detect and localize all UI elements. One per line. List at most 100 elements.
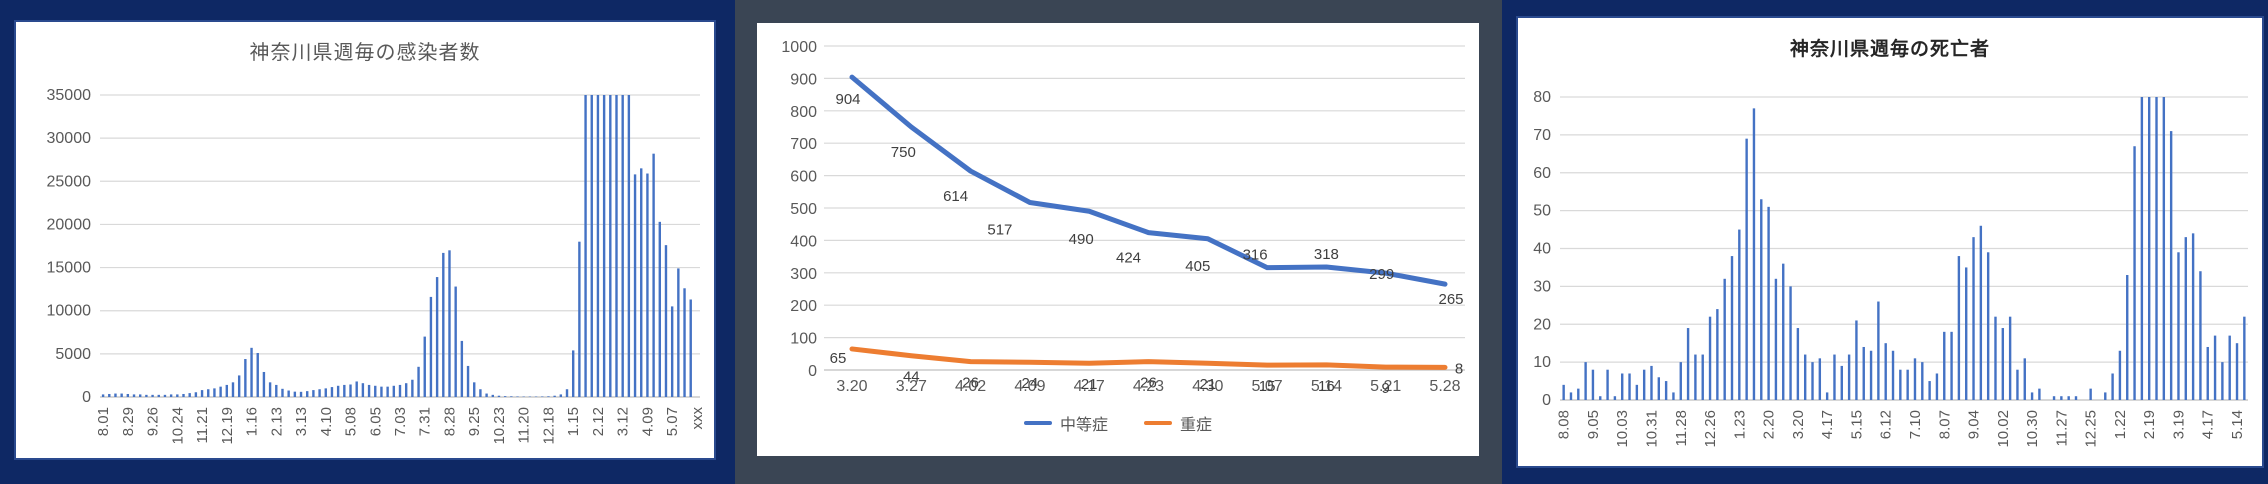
- svg-text:7.31: 7.31: [417, 407, 434, 436]
- svg-text:4.17: 4.17: [2200, 410, 2217, 439]
- svg-text:10.23: 10.23: [491, 407, 508, 445]
- deaths-chart-panel: 神奈川県週毎の死亡者 0 10 20 30 40 50 60 70 80 8.08 9.05 10.0…: [1518, 18, 2262, 466]
- svg-text:405: 405: [1185, 258, 1210, 275]
- svg-text:3.12: 3.12: [615, 407, 632, 436]
- svg-text:30000: 30000: [47, 130, 92, 147]
- deaths-bar-chart: 0 10 20 30 40 50 60 70 80 8.08 9.05 10.03 10.31 11.28…: [1533, 89, 2248, 448]
- svg-text:800: 800: [790, 104, 817, 121]
- svg-text:6.12: 6.12: [1878, 410, 1895, 439]
- svg-text:9: 9: [1382, 380, 1390, 397]
- svg-text:26: 26: [1140, 375, 1157, 392]
- svg-text:7.10: 7.10: [1907, 410, 1924, 439]
- svg-text:10.02: 10.02: [1995, 410, 2012, 448]
- svg-text:0: 0: [1542, 392, 1551, 409]
- svg-text:1000: 1000: [781, 39, 817, 56]
- svg-text:11.28: 11.28: [1673, 410, 1690, 446]
- svg-text:3.27: 3.27: [896, 378, 927, 395]
- svg-text:400: 400: [790, 233, 817, 250]
- svg-text:40: 40: [1533, 241, 1551, 258]
- svg-text:490: 490: [1069, 231, 1094, 248]
- svg-text:6.05: 6.05: [367, 407, 384, 436]
- severity-chart-area: 0 100 200 300 400 500 600 700 800 900 1000 3.20 3.27…: [757, 23, 1479, 456]
- svg-text:1.15: 1.15: [565, 407, 582, 436]
- svg-text:5.08: 5.08: [343, 407, 360, 436]
- svg-text:3.20: 3.20: [836, 378, 867, 395]
- svg-text:65: 65: [830, 350, 847, 367]
- svg-text:5.07: 5.07: [664, 407, 681, 436]
- legend-item-moderate: 中等症: [1023, 411, 1108, 435]
- deaths-chart-title: 神奈川県週毎の死亡者: [1789, 39, 1990, 60]
- svg-text:5.15: 5.15: [1848, 410, 1865, 439]
- svg-text:10000: 10000: [47, 303, 92, 320]
- svg-text:11.21: 11.21: [194, 407, 211, 443]
- svg-text:316: 316: [1243, 247, 1268, 264]
- svg-text:5.07: 5.07: [1252, 378, 1283, 395]
- svg-text:3.19: 3.19: [2170, 410, 2187, 439]
- svg-text:2.12: 2.12: [590, 407, 607, 436]
- svg-text:9.26: 9.26: [145, 407, 162, 436]
- svg-text:8.29: 8.29: [120, 407, 137, 436]
- svg-text:265: 265: [1438, 291, 1463, 308]
- svg-text:10.24: 10.24: [169, 407, 186, 445]
- svg-text:8.28: 8.28: [441, 407, 458, 436]
- svg-text:4.10: 4.10: [318, 407, 335, 436]
- svg-text:1.16: 1.16: [244, 407, 261, 436]
- svg-text:100: 100: [790, 331, 817, 348]
- moderate-line-swatch: [1023, 421, 1052, 425]
- svg-text:60: 60: [1533, 165, 1551, 182]
- svg-text:424: 424: [1116, 250, 1141, 267]
- svg-text:8: 8: [1455, 360, 1463, 377]
- svg-text:3.20: 3.20: [1790, 410, 1807, 439]
- svg-text:900: 900: [790, 71, 817, 88]
- infections-chart-panel: 神奈川県週毎の感染者数 0 5000 10000 15000 20000 25000 300…: [16, 22, 714, 458]
- svg-text:299: 299: [1369, 266, 1394, 283]
- svg-text:750: 750: [891, 144, 916, 161]
- svg-text:12.19: 12.19: [219, 407, 236, 445]
- svg-text:12.18: 12.18: [540, 407, 557, 445]
- svg-text:70: 70: [1533, 127, 1551, 144]
- svg-text:2.13: 2.13: [268, 407, 285, 436]
- svg-text:0: 0: [808, 363, 817, 380]
- svg-text:300: 300: [790, 266, 817, 283]
- svg-text:4.17: 4.17: [1074, 378, 1105, 395]
- svg-text:2.20: 2.20: [1761, 410, 1778, 439]
- svg-text:1.23: 1.23: [1731, 410, 1748, 439]
- svg-text:24: 24: [1022, 375, 1039, 392]
- svg-text:9.04: 9.04: [1966, 410, 1983, 439]
- severe-line-swatch: [1144, 421, 1172, 425]
- svg-text:614: 614: [943, 188, 968, 205]
- svg-text:20000: 20000: [47, 216, 92, 233]
- svg-text:30: 30: [1533, 278, 1551, 295]
- svg-text:80: 80: [1533, 89, 1551, 106]
- svg-text:12.25: 12.25: [2083, 410, 2100, 448]
- svg-text:4.02: 4.02: [955, 378, 986, 395]
- svg-text:600: 600: [790, 169, 817, 186]
- svg-text:4.17: 4.17: [1819, 410, 1836, 439]
- svg-text:517: 517: [987, 221, 1012, 238]
- svg-text:4.09: 4.09: [1014, 378, 1045, 395]
- svg-text:25000: 25000: [47, 173, 92, 190]
- svg-text:11.20: 11.20: [516, 407, 533, 443]
- chart-legend: 中等症 重症: [757, 411, 1479, 435]
- svg-text:700: 700: [790, 136, 817, 153]
- svg-text:3.13: 3.13: [293, 407, 310, 436]
- svg-text:10.03: 10.03: [1614, 410, 1631, 448]
- svg-text:5.14: 5.14: [1311, 378, 1342, 395]
- svg-text:35000: 35000: [47, 87, 92, 104]
- svg-text:4.09: 4.09: [639, 407, 656, 436]
- infections-bar-chart: 0 5000 10000 15000 20000 25000 30000 35000 8.01 8…: [47, 87, 706, 445]
- svg-text:10.31: 10.31: [1643, 410, 1660, 448]
- svg-text:4.30: 4.30: [1192, 378, 1223, 395]
- svg-text:26: 26: [962, 375, 979, 392]
- severity-chart-panel: 0 100 200 300 400 500 600 700 800 900 1000 3.20 3.27…: [735, 0, 1502, 484]
- svg-text:50: 50: [1533, 203, 1551, 220]
- svg-text:15: 15: [1259, 378, 1276, 395]
- svg-text:8.07: 8.07: [1936, 410, 1953, 439]
- svg-text:16: 16: [1318, 378, 1335, 395]
- svg-text:8.08: 8.08: [1556, 410, 1573, 439]
- svg-text:5.14: 5.14: [2229, 410, 2246, 439]
- svg-text:12.26: 12.26: [1702, 410, 1719, 448]
- svg-text:2.19: 2.19: [2141, 410, 2158, 439]
- svg-text:44: 44: [903, 369, 920, 386]
- severity-line-chart: 0 100 200 300 400 500 600 700 800 900 1000 3.20 3.27…: [781, 39, 1465, 397]
